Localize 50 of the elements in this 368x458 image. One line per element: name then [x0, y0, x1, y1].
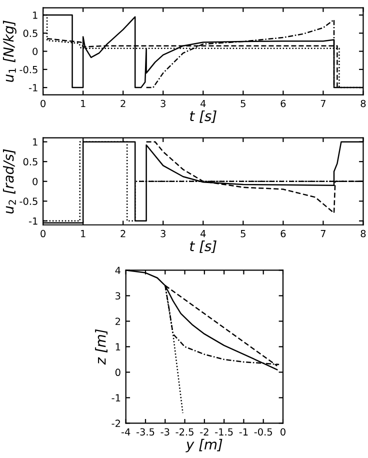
- x-tick-label: 2: [120, 100, 126, 108]
- y-tick-label: -1: [112, 394, 120, 402]
- y-tick-label: 1: [33, 138, 38, 146]
- x-tick-label: -2: [200, 428, 208, 436]
- y-tick-label: 4: [115, 266, 120, 274]
- x-tick-label: 2: [120, 230, 126, 238]
- x-tick-label: 0: [40, 230, 46, 238]
- y-tick-label: 2: [116, 318, 120, 325]
- x-tick-label: -1.5: [215, 428, 233, 436]
- y-tick-label: -1: [28, 84, 38, 92]
- y-tick-label: 0: [32, 178, 38, 186]
- x-tick-label: -3: [160, 428, 170, 436]
- x-tick-label: 7: [320, 230, 326, 238]
- x-tick-label: 5: [240, 230, 246, 238]
- x-tick-label: 4: [200, 230, 206, 238]
- x-tick-label: 0: [40, 100, 46, 108]
- x-axis-title: y [m]: [186, 438, 222, 452]
- y-tick-label: 1: [116, 343, 120, 350]
- y-axis-title: u$_{1}$ [N/kg]: [2, 20, 16, 82]
- x-tick-label: 6: [280, 100, 286, 108]
- x-tick-label: 4: [200, 100, 206, 108]
- y-tick-label: 3: [116, 292, 120, 300]
- y-tick-label: -0.5: [20, 66, 38, 74]
- x-tick-label: -2.5: [176, 428, 194, 436]
- y-tick-label: 1: [33, 12, 38, 19]
- x-tick-label: -4: [121, 428, 130, 436]
- x-tick-label: -0.5: [254, 428, 272, 436]
- x-tick-label: -1: [239, 428, 248, 436]
- y-tick-label: 0.5: [23, 30, 38, 37]
- x-axis-title: t [s]: [190, 240, 216, 253]
- x-tick-label: 1: [81, 100, 86, 108]
- x-tick-label: 1: [81, 230, 86, 238]
- x-axis-title: t [s]: [190, 110, 216, 123]
- y-tick-label: 0.5: [23, 158, 38, 166]
- x-tick-label: 5: [240, 100, 246, 108]
- x-tick-label: 7: [320, 100, 326, 108]
- y-axis-title: u$_{2}$ [rad/s]: [3, 149, 16, 214]
- y-tick-label: -2: [112, 420, 120, 427]
- y-tick-label: -0.5: [20, 198, 38, 205]
- y-tick-label: 0: [115, 368, 120, 376]
- y-tick-label: -1: [28, 218, 38, 225]
- x-tick-label: 8: [360, 100, 366, 108]
- x-tick-label: 3: [160, 100, 166, 108]
- x-tick-label: 0: [280, 428, 286, 436]
- x-tick-label: 3: [160, 230, 166, 238]
- x-tick-label: -3.5: [136, 428, 154, 436]
- y-axis-title: z [m]: [95, 329, 108, 365]
- x-tick-label: 8: [360, 230, 366, 238]
- y-tick-label: 0: [32, 48, 38, 56]
- x-tick-label: 6: [280, 230, 286, 238]
